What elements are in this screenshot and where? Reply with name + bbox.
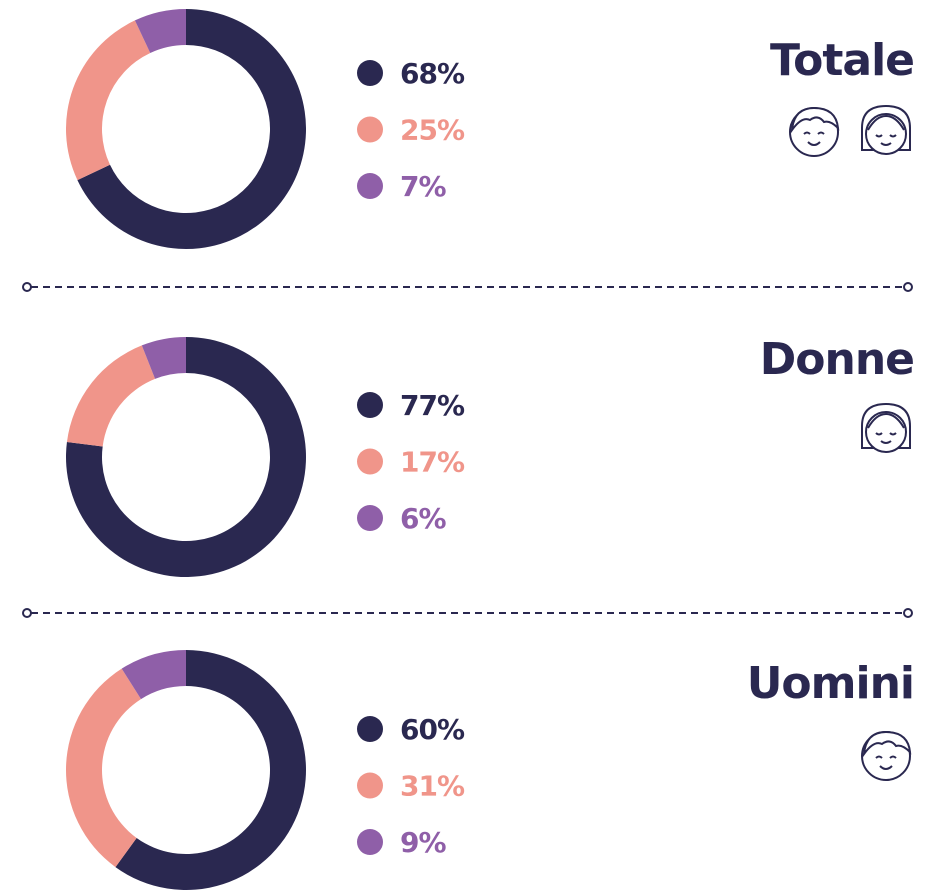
donut-slice [65,337,306,577]
chart-title: Donne [760,334,914,385]
donut-slice [121,650,186,700]
chart-title: Totale [770,35,914,86]
value-label: 25% [400,114,465,147]
value-label: 77% [400,389,465,422]
legend-dot [357,772,383,799]
legend-dot [357,505,383,531]
donut-slice [66,345,156,447]
donut-slice [141,337,186,379]
donut-slice [65,20,151,181]
donut-slice [115,650,306,890]
chart-title: Uomini [747,658,914,709]
legend-dot [357,116,383,143]
boy-icon [861,731,911,781]
girl-icon [861,403,911,453]
value-label: 68% [400,57,465,90]
value-label: 9% [400,826,446,859]
donut-slice [134,9,186,53]
legend-dot [357,829,383,855]
legend-dot [357,392,383,418]
donut-slice [77,9,307,249]
value-label: 60% [400,713,465,746]
boy-icon [789,107,839,157]
donut-slice [65,668,141,868]
legend-dot [357,60,383,86]
separator [22,608,913,618]
separator [22,282,913,292]
legend-dot [357,716,383,742]
value-label: 6% [400,502,446,535]
legend-dot [357,173,383,199]
value-label: 17% [400,446,465,479]
value-label: 31% [400,770,465,803]
legend-dot [357,448,383,475]
value-label: 7% [400,170,446,203]
girl-icon [861,105,911,155]
